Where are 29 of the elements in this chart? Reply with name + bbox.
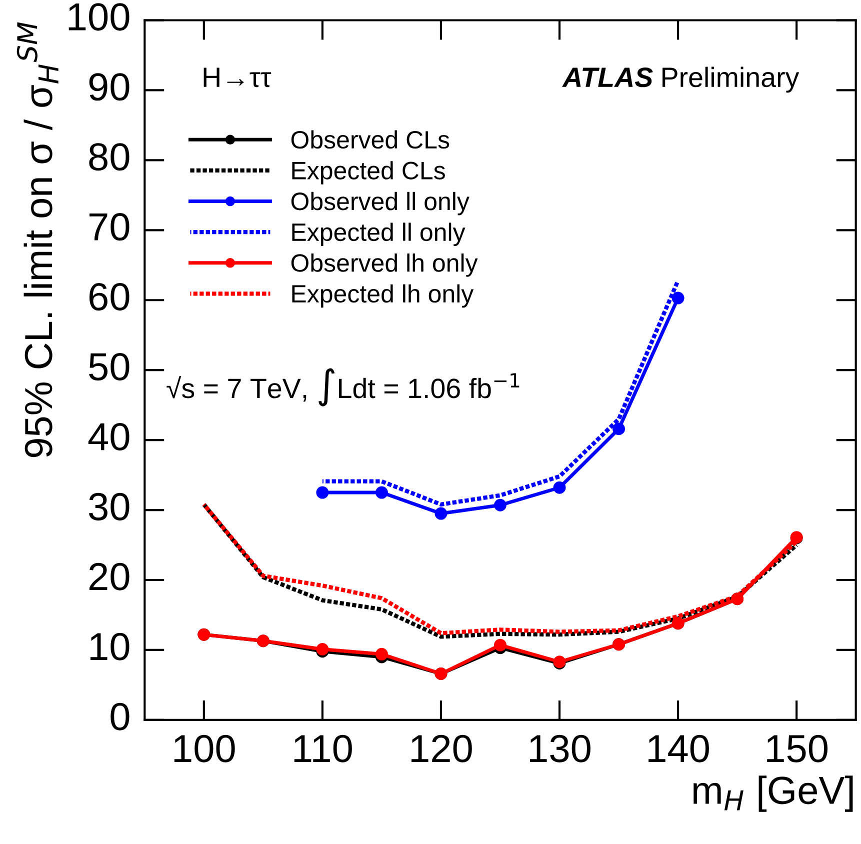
y-tick-label: 30 (88, 492, 130, 520)
y-tick-label: 70 (90, 213, 130, 241)
annotation: √s = 7 TeV, ∫Ldt = 1.06 fb$^{−1}$ (166, 368, 520, 406)
x-tick-label: 140 (648, 734, 709, 762)
x-tick-label: 100 (174, 734, 235, 762)
legend-label: Expected CLs (292, 161, 445, 184)
y-axis-title: 95% CL. limit on σ / σ$_{H}$$^{SM}$ (16, 22, 58, 458)
y-tick-label: 50 (89, 352, 130, 381)
annotation: H→ττ (204, 68, 272, 88)
y-tick-label: 100 (68, 3, 130, 31)
annotation: Preliminary (662, 66, 800, 93)
x-tick-label: 130 (530, 734, 590, 762)
y-tick-label: 10 (90, 632, 130, 660)
legend-label: Observed ll only (291, 192, 470, 216)
legend-label: Expected ll only (292, 222, 466, 246)
annotation: ATLAS (562, 68, 653, 88)
legend-label: Observed CLs (291, 130, 450, 149)
x-tick-label: 120 (412, 734, 472, 762)
y-tick-label: 90 (89, 73, 130, 101)
legend-label: Expected lh only (292, 284, 474, 308)
x-tick-label: 150 (767, 734, 828, 762)
x-tick-label: 110 (294, 734, 352, 762)
y-tick-label: 60 (89, 283, 130, 311)
y-tick-label: 80 (89, 143, 130, 171)
y-tick-label: 0 (110, 702, 130, 730)
x-axis-title: m$_{H}$ [GeV] (694, 776, 853, 812)
y-tick-label: 40 (88, 422, 130, 450)
legend-label: Observed lh only (291, 254, 478, 277)
y-tick-label: 20 (89, 562, 130, 590)
